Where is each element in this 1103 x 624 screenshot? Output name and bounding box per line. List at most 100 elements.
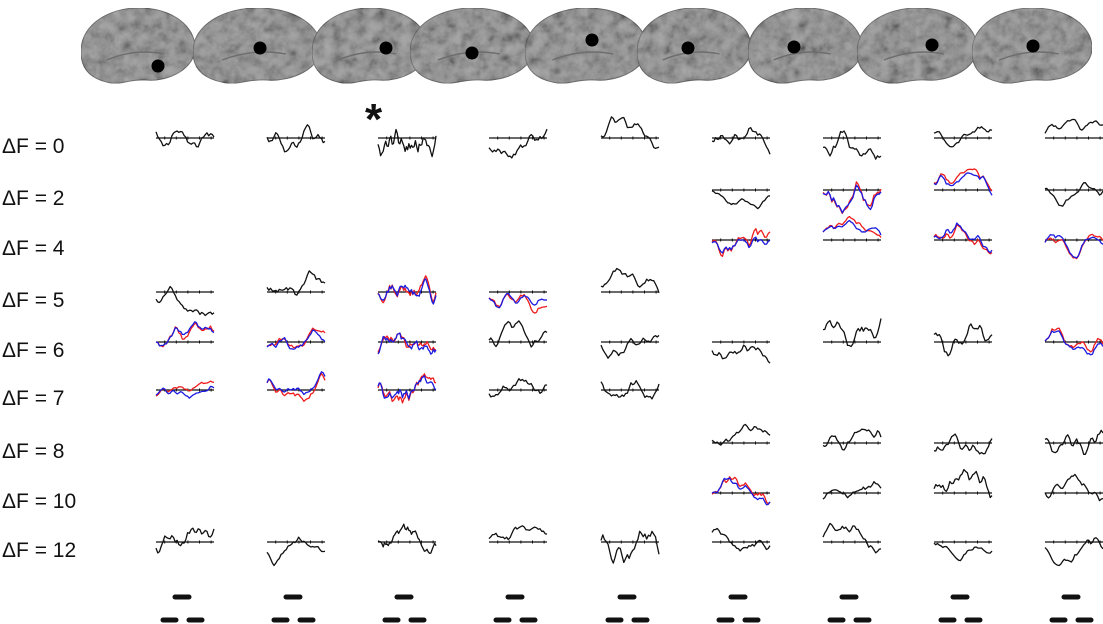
waveform-panel (711, 340, 771, 364)
brain-fissure (998, 51, 1060, 61)
trace-black (488, 320, 548, 348)
trace-black (711, 127, 771, 155)
trace-blue (155, 321, 215, 347)
scale-bar-6 (716, 594, 761, 623)
row-label-df-8: ΔF = 8 (2, 440, 64, 463)
waveform-panel (377, 275, 437, 305)
trace-black (822, 522, 882, 554)
brain-fissure (221, 51, 286, 61)
trace-red (1044, 327, 1103, 353)
trace-blue (711, 236, 771, 254)
waveform-panel (1044, 118, 1103, 140)
row-label-df-10: ΔF = 10 (2, 490, 76, 513)
trace-red (266, 327, 326, 349)
trace-black (711, 527, 771, 552)
brain-row (80, 7, 1093, 84)
waveform-panel (933, 126, 993, 148)
trace-red (266, 372, 326, 402)
trace-black (711, 423, 771, 446)
scale-bar-1 (160, 594, 205, 623)
scale-bar-7 (827, 594, 872, 623)
trace-red (711, 228, 771, 257)
trace-blue (377, 278, 437, 305)
waveform-panel (822, 130, 882, 160)
trace-black (1044, 537, 1103, 567)
brain-surface (524, 7, 648, 84)
waveform-panel (822, 481, 882, 500)
waveform-panel (933, 323, 993, 357)
waveform-panel (488, 320, 548, 348)
waveform-panel (600, 267, 660, 294)
waveform-panel (600, 116, 660, 150)
brain-6 (636, 7, 752, 84)
trace-blue (266, 329, 326, 350)
trace-blue (933, 172, 993, 196)
row-labels: ΔF = 0 ΔF = 2 ΔF = 4 ΔF = 5 ΔF = 6 ΔF = … (2, 135, 76, 562)
trace-black (822, 130, 882, 160)
trace-blue (711, 477, 771, 506)
trace-red (377, 332, 436, 353)
trace-red (711, 476, 771, 505)
brain-5 (524, 7, 648, 84)
electrode-dot (253, 41, 267, 55)
brain-7 (747, 7, 863, 84)
trace-black (377, 523, 437, 554)
waveform-panel (488, 378, 548, 398)
trace-red (377, 373, 437, 404)
trace-black (1044, 118, 1103, 134)
trace-black (266, 270, 326, 296)
waveform-panel (1044, 473, 1103, 502)
row-label-df-5: ΔF = 5 (2, 289, 64, 312)
waveform-panel (266, 270, 326, 296)
brain-surface (409, 7, 535, 84)
waveform-panel (1044, 233, 1103, 260)
electrode-dot (681, 41, 695, 55)
trace-black (600, 530, 660, 564)
brain-4 (409, 7, 535, 84)
brain-3 (311, 7, 429, 84)
waveform-panel (711, 476, 771, 506)
trace-black (933, 542, 993, 562)
waveform-panels (155, 116, 1103, 567)
waveform-panel (1044, 429, 1103, 455)
brain-fissure (552, 51, 614, 61)
trace-black (1044, 182, 1103, 207)
trace-black (822, 481, 882, 500)
row-label-df-6: ΔF = 6 (2, 339, 64, 362)
trace-black (155, 527, 215, 554)
brain-9 (971, 7, 1093, 84)
scale-bar-2 (271, 594, 316, 623)
brain-1 (80, 7, 196, 84)
brain-surface (856, 7, 978, 84)
trace-blue (155, 385, 215, 399)
brain-fissure (337, 51, 397, 61)
trace-black (933, 126, 993, 148)
waveform-panel (711, 423, 771, 446)
brain-surface (80, 7, 196, 84)
trace-black (266, 124, 326, 153)
waveform-panel (155, 285, 215, 317)
waveform-panel (266, 327, 326, 350)
scale-bar-5 (605, 594, 650, 623)
trace-black (488, 128, 548, 159)
trace-black (377, 128, 437, 158)
waveform-panel (711, 127, 771, 155)
trace-blue (377, 375, 437, 400)
trace-blue (266, 371, 326, 396)
trace-black (600, 116, 660, 150)
waveform-panel (711, 188, 771, 210)
waveform-panel (822, 215, 882, 242)
waveform-panel (1044, 327, 1103, 356)
waveform-panel (155, 321, 215, 348)
waveform-panel (822, 318, 882, 348)
row-label-df-7: ΔF = 7 (2, 387, 64, 410)
waveform-panel (933, 222, 993, 255)
trace-black (155, 285, 215, 317)
electrode-dot (465, 46, 479, 60)
waveform-panel (822, 522, 882, 554)
scale-bar-9 (1049, 594, 1094, 623)
waveform-panel (377, 373, 437, 404)
time-scale-bars (160, 594, 1094, 623)
waveform-panel (377, 523, 437, 554)
